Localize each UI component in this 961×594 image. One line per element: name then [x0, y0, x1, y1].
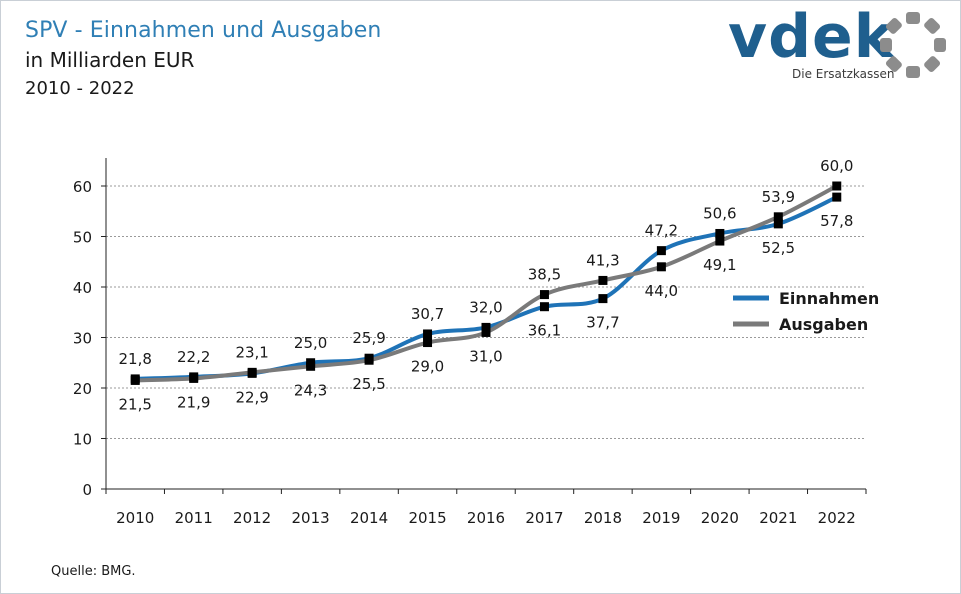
data-label: 25,0: [294, 334, 327, 352]
x-tick-label: 2017: [525, 509, 563, 527]
logo-ring-segment: [924, 56, 941, 73]
data-label: 36,1: [528, 322, 561, 340]
data-marker-einnahmen: [715, 228, 725, 238]
data-marker-einnahmen: [656, 246, 666, 256]
logo-tagline: Die Ersatzkassen: [792, 67, 895, 81]
chart-title: SPV - Einnahmen und Ausgaben: [25, 18, 382, 43]
data-marker-ausgaben: [832, 181, 842, 191]
logo-ring-segment: [934, 38, 946, 52]
y-tick-label: 10: [73, 431, 92, 449]
y-tick-label: 30: [73, 330, 92, 348]
data-marker-ausgaben: [130, 375, 140, 385]
data-marker-einnahmen: [539, 302, 549, 312]
data-label: 31,0: [469, 347, 502, 365]
data-label: 21,8: [119, 350, 152, 368]
data-marker-ausgaben: [306, 361, 316, 371]
x-tick-label: 2010: [116, 509, 154, 527]
logo-ring-segment: [906, 66, 920, 78]
data-marker-einnahmen: [773, 219, 783, 229]
logo-ring-segment: [885, 56, 902, 73]
logo-ring-segment: [906, 12, 920, 24]
vdek-logo: vdek Die Ersatzkassen: [726, 2, 954, 88]
data-marker-ausgaben: [247, 367, 257, 377]
logo-ring-segment: [885, 17, 902, 34]
data-label: 44,0: [645, 282, 678, 300]
data-label: 22,9: [235, 388, 268, 406]
logo-ring-segment: [924, 17, 941, 34]
data-label: 21,5: [119, 395, 152, 413]
data-label: 25,5: [352, 375, 385, 393]
data-label: 57,8: [820, 212, 853, 230]
data-label: 24,3: [294, 381, 327, 399]
x-tick-label: 2016: [467, 509, 505, 527]
data-label: 21,9: [177, 393, 210, 411]
y-tick-label: 40: [73, 279, 92, 297]
data-label: 49,1: [703, 256, 736, 274]
data-label: 23,1: [235, 343, 268, 361]
x-tick-label: 2012: [233, 509, 271, 527]
data-marker-ausgaben: [364, 355, 374, 365]
data-marker-ausgaben: [539, 290, 549, 300]
x-tick-label: 2013: [292, 509, 330, 527]
data-marker-ausgaben: [656, 262, 666, 272]
chart-date-range: 2010 - 2022: [25, 78, 135, 99]
y-tick-label: 20: [73, 380, 92, 398]
data-marker-ausgaben: [481, 327, 491, 337]
x-tick-label: 2015: [408, 509, 446, 527]
x-tick-label: 2011: [175, 509, 213, 527]
data-label: 30,7: [411, 305, 444, 323]
data-marker-ausgaben: [773, 212, 783, 222]
data-label: 52,5: [762, 239, 795, 257]
data-marker-einnahmen: [832, 192, 842, 202]
x-tick-label: 2022: [818, 509, 856, 527]
data-marker-einnahmen: [423, 329, 433, 339]
logo-ring-icon: [880, 12, 946, 78]
data-label: 47,2: [645, 222, 678, 240]
data-label: 25,9: [352, 329, 385, 347]
y-tick-label: 50: [73, 229, 92, 247]
source-note: Quelle: BMG.: [51, 564, 136, 579]
data-label: 53,9: [762, 188, 795, 206]
data-label: 50,6: [703, 204, 736, 222]
x-tick-label: 2018: [584, 509, 622, 527]
data-label: 32,0: [469, 298, 502, 316]
x-tick-label: 2020: [701, 509, 739, 527]
x-tick-label: 2014: [350, 509, 388, 527]
data-marker-einnahmen: [598, 294, 608, 304]
logo-ring-segment: [880, 38, 892, 52]
data-label: 37,7: [586, 314, 619, 332]
legend-label-ausgaben: Ausgaben: [779, 315, 868, 334]
data-label: 41,3: [586, 251, 619, 269]
data-label: 60,0: [820, 157, 853, 175]
x-tick-label: 2021: [759, 509, 797, 527]
data-marker-ausgaben: [423, 338, 433, 348]
data-label: 38,5: [528, 266, 561, 284]
chart-subtitle: in Milliarden EUR: [25, 48, 195, 72]
data-label: 22,2: [177, 348, 210, 366]
legend-label-einnahmen: Einnahmen: [779, 289, 879, 308]
y-tick-label: 0: [82, 481, 92, 499]
y-tick-label: 60: [73, 178, 92, 196]
data-marker-ausgaben: [189, 373, 199, 383]
data-marker-ausgaben: [598, 275, 608, 285]
data-marker-ausgaben: [715, 236, 725, 246]
data-marker-einnahmen: [481, 322, 491, 332]
data-label: 29,0: [411, 358, 444, 376]
logo-wordmark: vdek: [728, 2, 895, 72]
x-tick-label: 2019: [642, 509, 680, 527]
